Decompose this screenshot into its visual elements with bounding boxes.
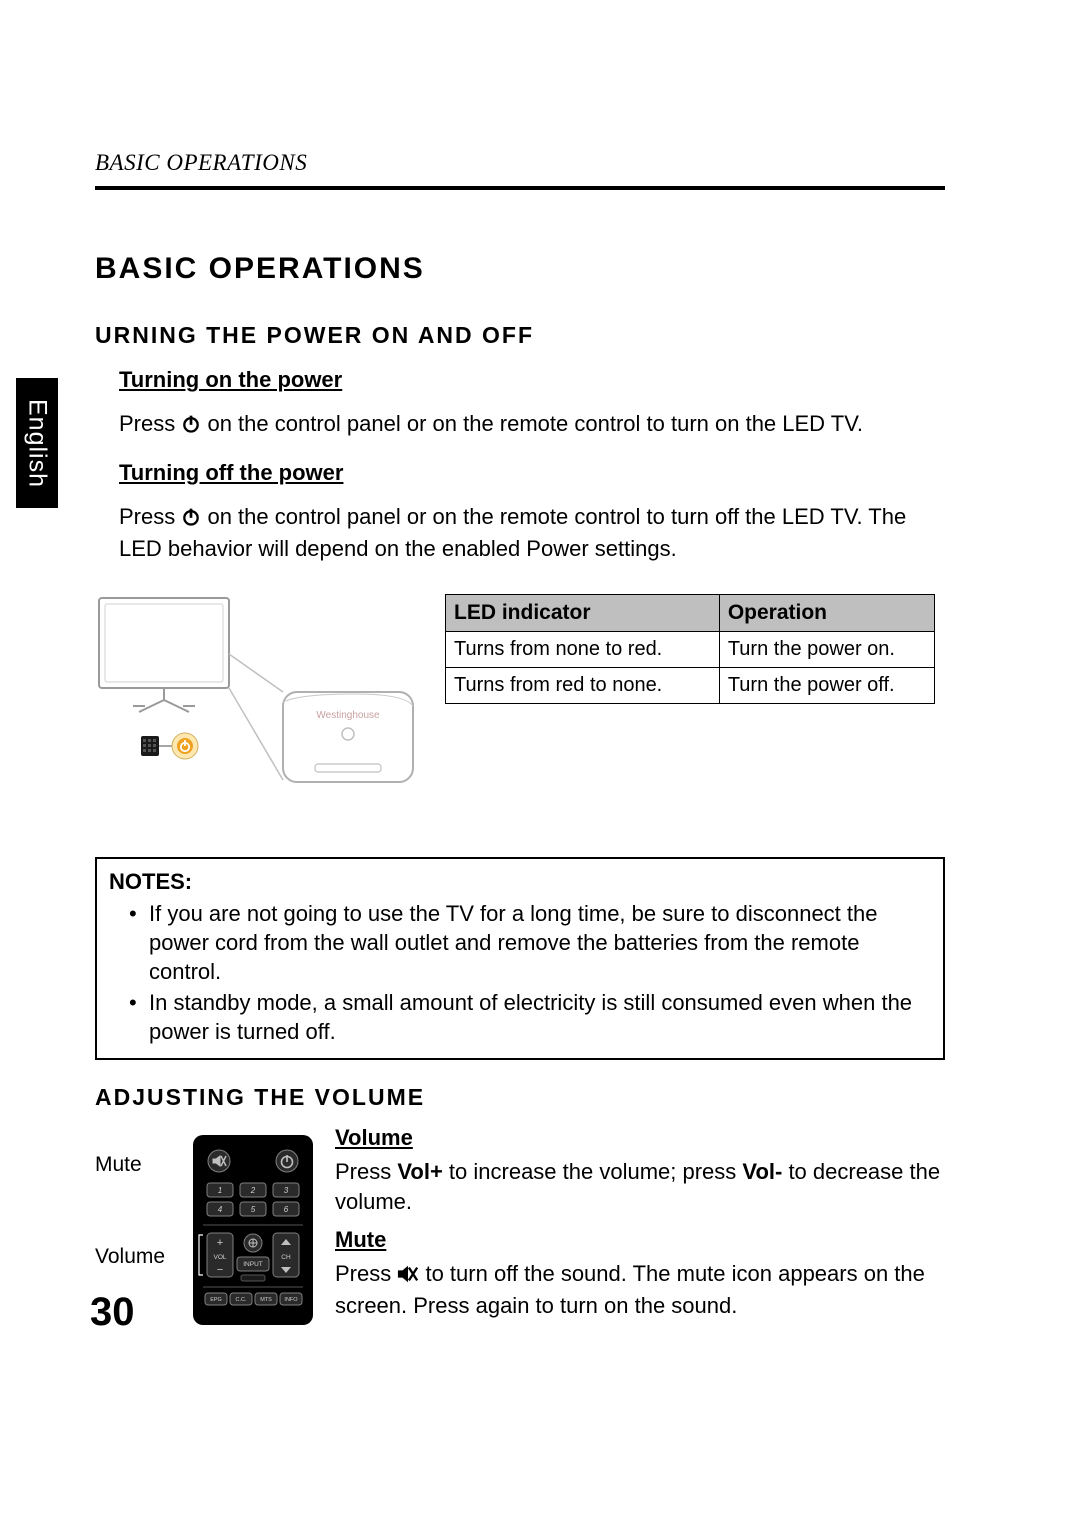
- table-cell: Turns from none to red.: [446, 632, 720, 668]
- table-header: LED indicator: [446, 595, 720, 632]
- remote-input-label: INPUT: [243, 1261, 263, 1268]
- table-cell: Turns from red to none.: [446, 668, 720, 704]
- text-fragment: Press: [335, 1261, 397, 1286]
- table-cell: Turn the power off.: [719, 668, 934, 704]
- text-bold: Vol+: [397, 1159, 442, 1184]
- text-bold: Vol-: [742, 1159, 782, 1184]
- text-fragment: Press: [119, 504, 181, 529]
- text-fragment: on the control panel or on the remote co…: [119, 504, 906, 562]
- notes-item: If you are not going to use the TV for a…: [109, 899, 931, 986]
- remote-key-6: 6: [284, 1205, 289, 1214]
- table-row: Turns from red to none. Turn the power o…: [446, 668, 935, 704]
- remote-cc: C.C.: [236, 1297, 247, 1303]
- remote-key-3: 3: [284, 1186, 289, 1195]
- running-head: BASIC OPERATIONS: [95, 150, 945, 176]
- notes-title: NOTES:: [109, 869, 931, 895]
- remote-mts: MTS: [260, 1297, 272, 1303]
- paragraph-turn-on: Press on the control panel or on the rem…: [119, 409, 945, 442]
- remote-key-1: 1: [218, 1186, 222, 1195]
- text-fragment: to turn off the sound. The mute icon app…: [335, 1261, 925, 1319]
- section-heading-volume: ADJUSTING THE VOLUME: [95, 1084, 945, 1111]
- paragraph-mute: Press to turn off the sound. The mute ic…: [335, 1259, 945, 1321]
- brand-text: Westinghouse: [316, 710, 380, 721]
- table-cell: Turn the power on.: [719, 632, 934, 668]
- remote-key-5: 5: [251, 1205, 256, 1214]
- svg-text:−: −: [217, 1264, 223, 1276]
- paragraph-volume: Press Vol+ to increase the volume; press…: [335, 1157, 945, 1216]
- language-tab: English: [16, 378, 58, 508]
- subheading-volume: Volume: [335, 1125, 945, 1151]
- remote-info: INFO: [284, 1297, 298, 1303]
- notes-item: In standby mode, a small amount of elect…: [109, 988, 931, 1046]
- page-number: 30: [90, 1290, 135, 1335]
- header-rule: [95, 186, 945, 190]
- power-icon: [181, 505, 201, 535]
- paragraph-turn-off: Press on the control panel or on the rem…: [119, 502, 945, 564]
- remote-epg: EPG: [210, 1297, 222, 1303]
- remote-key-4: 4: [218, 1205, 223, 1214]
- table-header: Operation: [719, 595, 934, 632]
- subheading-turn-off: Turning off the power: [119, 460, 945, 486]
- led-indicator-table: LED indicator Operation Turns from none …: [445, 594, 935, 704]
- subheading-turn-on: Turning on the power: [119, 367, 945, 393]
- tv-figure: Westinghouse: [95, 594, 415, 829]
- remote-svg: 1 2 3 4 5 6 + VOL: [193, 1135, 313, 1325]
- power-icon: [181, 412, 201, 442]
- text-fragment: to increase the volume; press: [443, 1159, 743, 1184]
- mute-icon: [397, 1262, 419, 1292]
- label-volume: Volume: [95, 1245, 165, 1269]
- svg-text:+: +: [217, 1237, 223, 1249]
- notes-box: NOTES: If you are not going to use the T…: [95, 857, 945, 1060]
- page-title: BASIC OPERATIONS: [95, 252, 945, 286]
- label-mute: Mute: [95, 1153, 142, 1177]
- remote-key-2: 2: [250, 1186, 256, 1195]
- table-row: Turns from none to red. Turn the power o…: [446, 632, 935, 668]
- remote-ch-label: CH: [281, 1254, 291, 1261]
- text-fragment: on the control panel or on the remote co…: [201, 411, 863, 436]
- text-fragment: Press: [119, 411, 181, 436]
- remote-vol-label: VOL: [213, 1254, 226, 1261]
- subheading-mute: Mute: [335, 1227, 945, 1253]
- section-heading-power: URNING THE POWER ON AND OFF: [95, 322, 945, 349]
- text-fragment: Press: [335, 1159, 397, 1184]
